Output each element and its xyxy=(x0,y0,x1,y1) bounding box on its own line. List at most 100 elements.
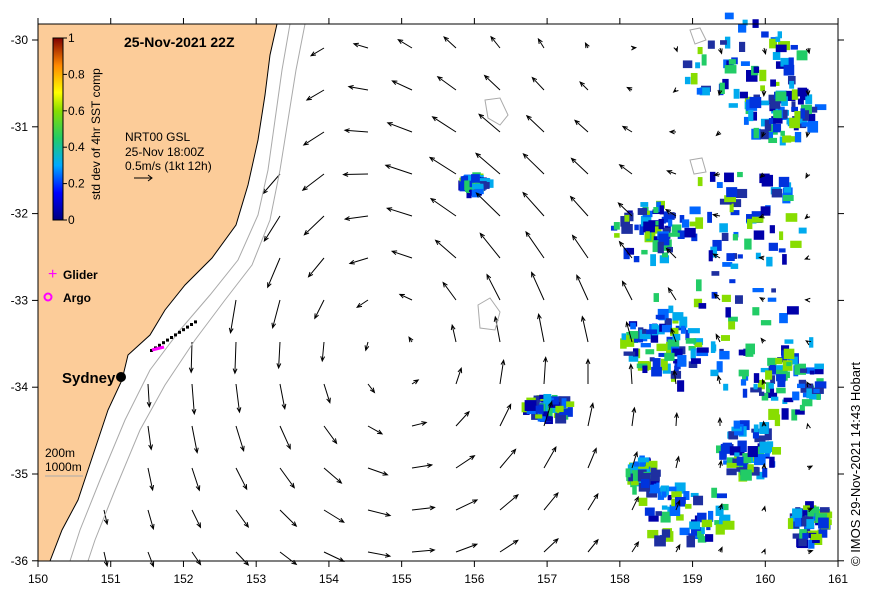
sst-pixel xyxy=(724,172,734,183)
sst-pixel xyxy=(779,313,788,324)
sst-pixel xyxy=(811,106,818,113)
sst-pixel xyxy=(773,118,783,124)
glider-point xyxy=(174,333,177,337)
current-arrow-icon xyxy=(718,47,723,55)
current-arrow-icon xyxy=(531,271,545,301)
sst-pixel xyxy=(711,271,720,276)
sst-pixel xyxy=(775,36,781,42)
sst-pixel xyxy=(746,70,758,82)
sst-pixel xyxy=(772,447,782,455)
sst-pixel xyxy=(776,374,786,382)
current-arrow-icon xyxy=(525,114,545,133)
sst-pixel xyxy=(728,431,739,440)
current-arrow-icon xyxy=(191,383,197,416)
sst-pixel xyxy=(613,222,620,230)
current-arrow-icon xyxy=(569,195,589,217)
sst-pixel xyxy=(638,466,649,471)
current-arrow-icon xyxy=(672,369,678,385)
sst-pixel xyxy=(725,307,731,318)
sst-pixel xyxy=(806,519,814,529)
sst-pixel xyxy=(640,202,649,207)
current-arrow-icon xyxy=(717,89,723,97)
scale-arrow-icon xyxy=(134,174,153,182)
current-arrow-icon xyxy=(758,213,765,219)
sst-pixel xyxy=(653,293,659,302)
sst-pixel xyxy=(753,127,759,139)
current-arrow-icon xyxy=(320,341,326,363)
place-sydney: Sydney xyxy=(62,370,116,387)
current-arrow-icon xyxy=(673,46,679,53)
sst-pixel xyxy=(737,171,743,178)
sst-pixel xyxy=(664,352,675,361)
sst-pixel xyxy=(716,493,727,499)
sst-pixel xyxy=(802,392,809,398)
sst-pixel xyxy=(667,215,675,220)
current-arrow-icon xyxy=(411,547,436,553)
sst-pixel xyxy=(813,388,820,393)
sst-pixel xyxy=(646,491,658,498)
x-tick-label: 151 xyxy=(101,572,121,586)
sst-pixel xyxy=(726,253,735,262)
current-arrow-icon xyxy=(478,113,501,133)
sst-pixel xyxy=(695,217,704,229)
y-tick-label: -36 xyxy=(11,554,29,568)
sst-pixel xyxy=(633,338,644,343)
colorbar-ticks: 0 0.2 0.4 0.6 0.8 1 xyxy=(63,31,85,227)
x-tick-label: 157 xyxy=(537,572,557,586)
sst-pixel xyxy=(730,210,740,216)
current-arrow-icon xyxy=(367,425,384,435)
current-arrow-icon xyxy=(483,74,501,91)
sst-pixel xyxy=(789,356,798,365)
sst-pixel xyxy=(471,174,480,183)
sst-pixel xyxy=(775,61,785,69)
current-arrow-icon xyxy=(587,447,597,469)
x-tick-label: 156 xyxy=(464,572,484,586)
sst-pixel xyxy=(721,294,731,302)
current-arrow-icon xyxy=(499,539,519,553)
current-arrow-icon xyxy=(493,315,501,343)
sst-pixel xyxy=(749,96,762,109)
current-arrow-icon xyxy=(625,320,633,343)
sst-pixel xyxy=(791,106,799,112)
current-arrow-icon xyxy=(499,448,517,469)
sst-pixel xyxy=(674,496,686,507)
current-arrow-icon xyxy=(715,130,722,137)
current-arrow-icon xyxy=(367,383,376,394)
sst-pixel xyxy=(623,351,636,356)
current-arrow-icon xyxy=(301,173,325,191)
sst-pixel xyxy=(751,216,764,223)
current-arrow-icon xyxy=(103,509,109,526)
x-tick-label: 152 xyxy=(173,572,193,586)
reef-outline xyxy=(477,27,707,331)
sst-pixel xyxy=(739,91,748,99)
sst-pixel xyxy=(624,335,635,347)
sst-pixel xyxy=(697,530,702,538)
current-arrow-icon xyxy=(411,463,434,469)
current-arrow-icon xyxy=(759,172,766,179)
sst-pixel xyxy=(671,224,682,233)
sst-pixel xyxy=(672,312,684,321)
current-arrow-icon xyxy=(408,336,414,343)
sst-pixel xyxy=(640,215,652,227)
sst-pixel xyxy=(688,361,698,368)
isobath-1000m xyxy=(87,23,306,562)
sst-pixel xyxy=(807,113,816,123)
sst-pixel xyxy=(479,178,491,183)
current-arrow-icon xyxy=(356,299,369,308)
sst-pixel xyxy=(728,59,736,65)
sst-pixel xyxy=(693,495,704,506)
sst-pixel xyxy=(787,518,794,529)
sst-pixel xyxy=(740,61,750,66)
sst-pixel xyxy=(672,333,681,341)
sst-pixel xyxy=(768,131,774,141)
sst-pixel xyxy=(697,512,707,523)
sst-pixel xyxy=(770,375,776,384)
x-tick-label: 160 xyxy=(755,572,775,586)
sst-pixel xyxy=(770,396,779,401)
sst-pixel xyxy=(679,316,688,328)
sst-pixel xyxy=(773,110,782,120)
sst-pixel xyxy=(719,223,728,233)
current-arrow-icon xyxy=(717,416,723,427)
sst-pixel xyxy=(768,137,778,144)
sst-pixel xyxy=(802,510,810,516)
